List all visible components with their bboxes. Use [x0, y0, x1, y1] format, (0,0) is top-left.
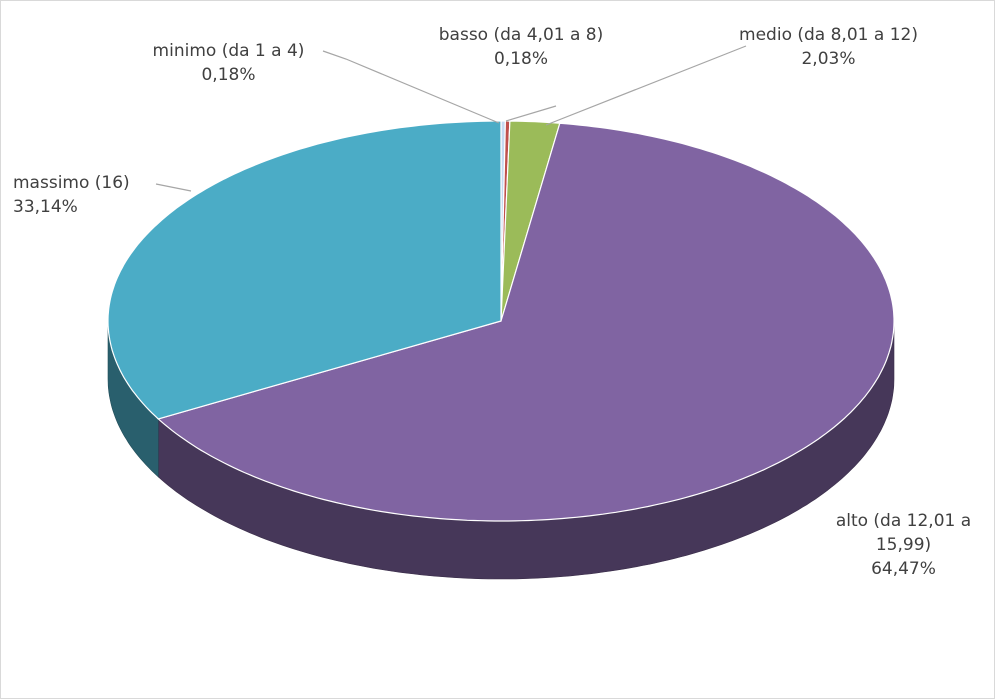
category-label: basso (da 4,01 a 8)	[438, 25, 604, 45]
slice-label: massimo (16) 33,14%	[13, 171, 163, 219]
category-label: massimo (16)	[13, 173, 130, 193]
value-label: 2,03%	[801, 49, 856, 69]
category-label: minimo (da 1 a 4)	[152, 41, 305, 61]
category-label: alto (da 12,01 a 15,99)	[835, 511, 972, 555]
value-label: 64,47%	[871, 559, 936, 579]
leader-line	[155, 183, 192, 192]
value-label: 0,18%	[493, 49, 548, 69]
value-label: 0,18%	[201, 65, 256, 85]
leader-line	[545, 45, 747, 126]
pie-slice	[107, 120, 502, 420]
category-label: medio (da 8,01 a 12)	[739, 25, 918, 45]
value-label: 33,14%	[13, 197, 78, 217]
leader-line	[505, 105, 557, 122]
slice-label: minimo (da 1 a 4) 0,18%	[131, 39, 326, 87]
slice-label: basso (da 4,01 a 8) 0,18%	[426, 23, 616, 71]
slice-label: medio (da 8,01 a 12) 2,03%	[736, 23, 921, 71]
leader-line	[322, 50, 500, 124]
pie-tops	[107, 120, 895, 522]
slice-label: alto (da 12,01 a 15,99) 64,47%	[821, 509, 986, 581]
leader-lines	[155, 45, 747, 192]
pie-slice	[157, 122, 895, 522]
